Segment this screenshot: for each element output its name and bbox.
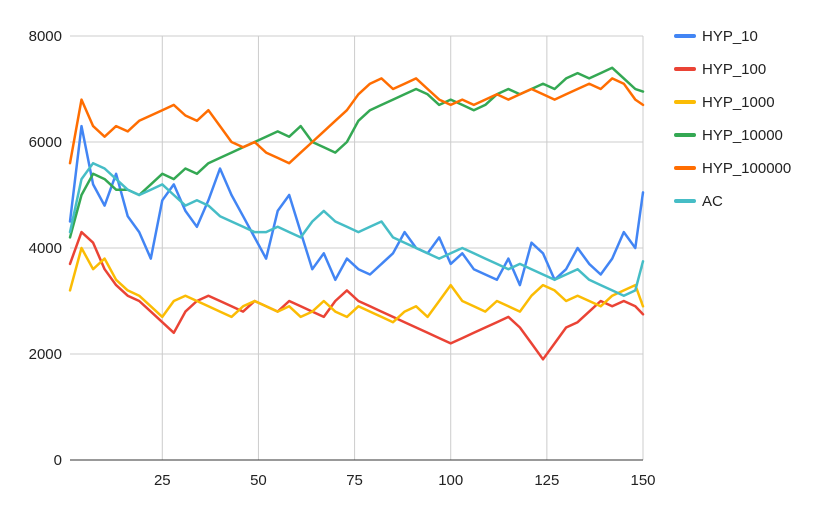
series-lines	[68, 66, 645, 361]
y-axis-tick-labels: 0 2000 4000 6000 8000	[29, 28, 62, 469]
series-line-hyp-100	[68, 230, 645, 361]
series-line-hyp-1000	[68, 246, 645, 324]
y-tick-label: 6000	[29, 134, 62, 151]
grid-lines	[70, 35, 644, 460]
series-line-hyp-100000	[68, 77, 645, 165]
x-tick-label: 150	[630, 472, 655, 489]
legend-label: AC	[702, 193, 723, 210]
series-line-ac	[68, 161, 645, 297]
x-tick-label: 125	[534, 472, 559, 489]
legend-label: HYP_100000	[702, 160, 791, 177]
series-line-hyp-10	[68, 124, 645, 287]
legend-label: HYP_1000	[702, 94, 775, 111]
y-tick-label: 4000	[29, 240, 62, 257]
legend-label: HYP_100	[702, 61, 766, 78]
legend-label: HYP_10000	[702, 127, 783, 144]
y-tick-label: 8000	[29, 28, 62, 45]
x-tick-label: 25	[154, 472, 171, 489]
x-tick-label: 75	[346, 472, 363, 489]
y-tick-label: 0	[54, 452, 62, 469]
x-axis-tick-labels: 25 50 75 100 125 150	[154, 472, 656, 489]
y-tick-label: 2000	[29, 346, 62, 363]
legend: HYP_10 HYP_100 HYP_1000 HYP_10000 HYP_100000…	[674, 28, 791, 210]
x-tick-label: 50	[250, 472, 267, 489]
series-line-hyp-10000	[68, 66, 645, 239]
legend-label: HYP_10	[702, 28, 758, 45]
x-tick-label: 100	[438, 472, 463, 489]
